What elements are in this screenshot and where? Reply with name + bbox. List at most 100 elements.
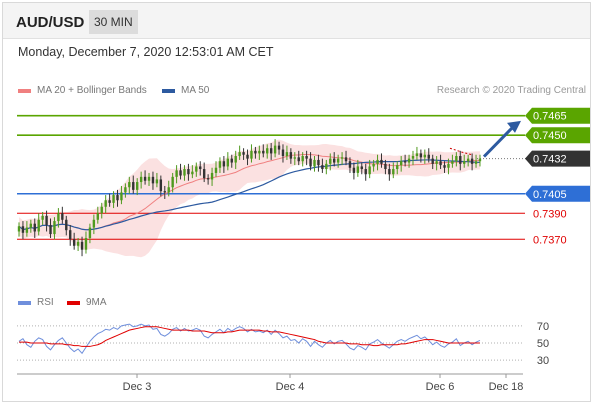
candle-body: [53, 221, 56, 235]
candle-body: [116, 195, 119, 201]
resistance-level-label: 0.7450: [533, 130, 567, 142]
candle-body: [285, 152, 289, 157]
candle-body: [84, 237, 88, 250]
candle-body: [218, 161, 222, 168]
candle-body: [344, 157, 348, 162]
candle-body: [336, 158, 340, 163]
candle-body: [254, 150, 257, 154]
candle-body: [96, 213, 99, 220]
candle-body: [210, 172, 214, 180]
candle-body: [92, 219, 96, 228]
last-level-tag: [525, 150, 590, 167]
candle-body: [159, 179, 163, 192]
candle-body: [238, 152, 241, 157]
candle-body: [333, 158, 336, 163]
research-credit: Research © 2020 Trading Central: [436, 85, 586, 96]
candle-body: [451, 161, 454, 164]
candle-body: [321, 165, 324, 170]
candle-body: [45, 215, 48, 225]
price-chart: 0.7465 0.7450 0.7432 0.7405 0.7390 0.7370 70 5…: [17, 107, 590, 393]
pivot-level-label: 0.7405: [533, 189, 567, 201]
candle-body: [69, 230, 72, 240]
candle-body: [136, 182, 139, 190]
currency-pair-title: AUD/USD: [16, 14, 85, 31]
candle-body: [88, 227, 92, 238]
candle-body: [175, 170, 178, 177]
candle-body: [411, 156, 415, 159]
candle-body: [396, 165, 399, 170]
legend-9ma-label: 9MA: [86, 297, 107, 308]
candle-body: [65, 219, 68, 231]
candle-body: [392, 169, 395, 175]
candle-body: [293, 157, 296, 159]
candle-body: [427, 154, 430, 159]
candle-body: [360, 166, 363, 170]
legend-rsi-label: RSI: [37, 297, 54, 308]
legend-ma50: MA 50: [162, 85, 209, 96]
candle-body: [112, 195, 115, 203]
resistance-level-tag: [525, 107, 590, 124]
legend-ma50-label: MA 50: [181, 85, 210, 96]
candle-body: [179, 170, 182, 176]
candle-body: [230, 158, 233, 163]
candle-body: [297, 157, 300, 162]
candle-body: [128, 182, 131, 188]
timestamp-label: Monday, December 7, 2020 12:53:01 AM CET: [18, 45, 274, 59]
candle-body: [388, 169, 391, 175]
candle-body: [72, 239, 76, 246]
candle-body: [195, 166, 198, 172]
candle-body: [151, 176, 155, 184]
candle-body: [29, 223, 33, 228]
rsi-panel: 70 50 30: [17, 321, 549, 367]
candle-body: [309, 158, 312, 167]
candle-body: [463, 161, 466, 164]
candle-body: [419, 153, 423, 158]
candle-body: [206, 178, 210, 180]
candle-body: [222, 161, 226, 167]
candle-body: [466, 158, 470, 162]
candle-body: [356, 166, 360, 173]
candle-body: [100, 206, 103, 214]
candle-body: [289, 152, 293, 159]
candle-body: [143, 176, 147, 181]
legend-bollinger-label: MA 20 + Bollinger Bands: [37, 85, 147, 96]
candle-body: [376, 159, 379, 164]
candle-body: [191, 171, 194, 175]
candle-body: [155, 179, 159, 184]
rsi-tick-label: 30: [537, 355, 549, 367]
candle-body: [415, 153, 419, 157]
candle-body: [384, 163, 387, 170]
candle-body: [139, 176, 143, 183]
resistance-level-label: 0.7465: [533, 111, 567, 123]
legend-rsi: RSI: [18, 297, 54, 308]
forecast-arrow-line: [482, 123, 517, 158]
candle-body: [61, 213, 64, 220]
candle-body: [372, 163, 375, 167]
candle-body: [439, 161, 442, 166]
candle-body: [368, 166, 371, 175]
candle-body: [214, 167, 218, 173]
rsi-line: [18, 323, 481, 355]
candle-body: [21, 226, 25, 233]
time-tick-label: Dec 18: [489, 381, 524, 393]
candle-body: [246, 154, 249, 159]
rsi-tick-label: 70: [537, 321, 549, 333]
candle-body: [167, 187, 170, 193]
candle-body: [459, 156, 462, 164]
candle-body: [305, 156, 308, 159]
candle-body: [41, 215, 44, 220]
timeframe-badge[interactable]: 30 MIN: [89, 10, 138, 34]
time-axis: Dec 3 Dec 4 Dec 6 Dec 18: [17, 373, 524, 393]
candle-body: [455, 156, 458, 162]
bollinger-swatch-icon: [18, 88, 31, 93]
candle-body: [317, 159, 320, 166]
candle-body: [301, 156, 304, 162]
candle-body: [199, 166, 202, 170]
candle-body: [187, 169, 190, 175]
candle-body: [273, 145, 277, 154]
candle-body: [340, 157, 344, 159]
candle-body: [435, 161, 438, 164]
time-tick-label: Dec 4: [276, 381, 305, 393]
candle-body: [364, 169, 367, 175]
